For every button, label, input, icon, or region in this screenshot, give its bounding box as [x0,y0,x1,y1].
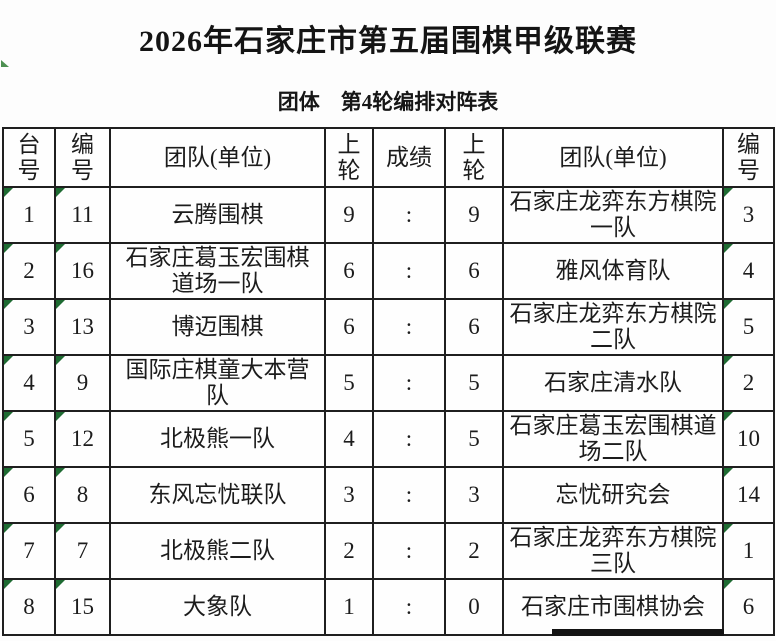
score-colon: : [372,298,446,356]
score-colon: : [372,578,446,636]
score-colon: : [372,242,446,300]
right-team-name: 忘忧研究会 [502,466,724,524]
header-team-no-left: 编 号 [54,127,111,188]
left-team-name: 石家庄葛玉宏围棋道场一队 [109,242,326,300]
right-team-no: 3 [722,186,775,244]
left-prev-score: 1 [324,578,374,636]
green-artifact-mark [1,60,9,67]
board-no: 8 [2,578,56,636]
left-prev-score: 6 [324,242,374,300]
left-prev-score: 6 [324,298,374,356]
score-colon: : [372,354,446,412]
left-prev-score: 4 [324,410,374,468]
right-team-no: 10 [722,410,775,468]
left-prev-score: 9 [324,186,374,244]
right-team-name: 石家庄龙弈东方棋院三队 [502,522,724,580]
left-team-no: 8 [54,466,111,524]
thick-bottom-border [552,629,724,636]
left-team-name: 大象队 [109,578,326,636]
right-team-name: 雅风体育队 [502,242,724,300]
left-team-name: 国际庄棋童大本营队 [109,354,326,412]
right-team-name: 石家庄龙弈东方棋院一队 [502,186,724,244]
right-prev-score: 9 [444,186,504,244]
left-prev-score: 3 [324,466,374,524]
score-colon: : [372,522,446,580]
right-team-name: 石家庄清水队 [502,354,724,412]
left-team-no: 13 [54,298,111,356]
left-team-name: 云腾围棋 [109,186,326,244]
right-prev-score: 5 [444,410,504,468]
board-no: 3 [2,298,56,356]
header-score: 成绩 [372,127,446,188]
header-row: 台 号编 号团队(单位) 上 轮成绩上 轮团队(单位) 编 号 [2,127,775,188]
right-prev-score: 5 [444,354,504,412]
header-team-no-right: 编 号 [722,127,775,188]
right-team-no: 5 [722,298,775,356]
score-colon: : [372,186,446,244]
left-team-no: 16 [54,242,111,300]
score-colon: : [372,410,446,468]
board-no: 4 [2,354,56,412]
left-prev-score: 5 [324,354,374,412]
page-title: 2026年石家庄市第五届围棋甲级联赛 [139,25,637,58]
table-row: 8 15 大象队 1:0 石家庄市围棋协会 6 [2,578,775,636]
table-row: 4 9 国际庄棋童大本营队 5:5 石家庄清水队 2 [2,354,775,412]
score-colon: : [372,466,446,524]
page-subtitle: 团体 第4轮编排对阵表 [277,90,499,114]
table-row: 6 8 东风忘忧联队 3:3 忘忧研究会 14 [2,466,775,524]
header-team-left: 团队(单位) [109,127,326,188]
pairing-table: 台 号编 号团队(单位) 上 轮成绩上 轮团队(单位) 编 号 1 11 云腾围棋 9:9… [2,127,775,636]
left-team-no: 11 [54,186,111,244]
table-row: 3 13 博迈围棋 6:6 石家庄龙弈东方棋院二队 5 [2,298,775,356]
table-row: 5 12 北极熊一队 4:5 石家庄葛玉宏围棋道场二队 10 [2,410,775,468]
right-team-name: 石家庄龙弈东方棋院二队 [502,298,724,356]
left-team-no: 9 [54,354,111,412]
right-team-name: 石家庄市围棋协会 [502,578,724,636]
header-board-no: 台 号 [2,127,56,188]
left-team-name: 北极熊二队 [109,522,326,580]
left-team-name: 北极熊一队 [109,410,326,468]
right-team-no: 4 [722,242,775,300]
board-no: 1 [2,186,56,244]
right-team-no: 6 [722,578,775,636]
table-row: 1 11 云腾围棋 9:9 石家庄龙弈东方棋院一队 3 [2,186,775,244]
right-prev-score: 6 [444,298,504,356]
right-team-no: 1 [722,522,775,580]
right-team-name: 石家庄葛玉宏围棋道场二队 [502,410,724,468]
left-team-no: 7 [54,522,111,580]
board-no: 2 [2,242,56,300]
table-row: 2 16 石家庄葛玉宏围棋道场一队 6:6 雅风体育队 4 [2,242,775,300]
left-team-no: 15 [54,578,111,636]
header-team-right: 团队(单位) [502,127,724,188]
board-no: 7 [2,522,56,580]
left-team-name: 东风忘忧联队 [109,466,326,524]
table-row: 7 7 北极熊二队 2:2 石家庄龙弈东方棋院三队 1 [2,522,775,580]
left-team-no: 12 [54,410,111,468]
board-no: 6 [2,466,56,524]
right-prev-score: 6 [444,242,504,300]
header-prev-round-left: 上 轮 [324,127,374,188]
right-prev-score: 3 [444,466,504,524]
right-team-no: 2 [722,354,775,412]
board-no: 5 [2,410,56,468]
right-team-no: 14 [722,466,775,524]
right-prev-score: 2 [444,522,504,580]
right-prev-score: 0 [444,578,504,636]
left-prev-score: 2 [324,522,374,580]
left-team-name: 博迈围棋 [109,298,326,356]
header-prev-round-right: 上 轮 [444,127,504,188]
